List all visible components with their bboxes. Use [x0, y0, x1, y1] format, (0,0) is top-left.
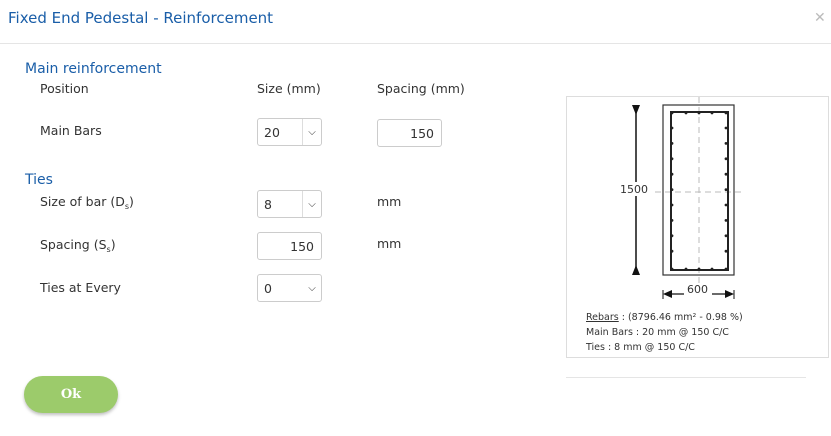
size-header: Size (mm)	[257, 81, 321, 96]
rebar-dot	[724, 126, 728, 130]
rebar-dot	[724, 203, 728, 207]
rebars-summary: Rebars : (8796.46 mm² - 0.98 %)	[586, 312, 743, 323]
rebar-dot	[670, 234, 674, 238]
rebar-dot	[697, 111, 701, 115]
rebar-dot	[670, 249, 674, 253]
ties-summary: Ties : 8 mm @ 150 C/C	[586, 342, 695, 353]
tie-spacing-unit: mm	[377, 236, 402, 251]
rebar-dot	[724, 219, 728, 222]
tie-size-value: 8	[264, 196, 272, 212]
main-bar-size-value: 20	[264, 124, 280, 140]
rebar-dot	[670, 126, 674, 130]
rebar-dot	[670, 142, 674, 145]
arrow-right-icon	[725, 290, 734, 298]
dialog-title: Fixed End Pedestal - Reinforcement	[8, 9, 274, 27]
main-bar-size-select[interactable]: 20 ⌵	[257, 118, 322, 146]
arrow-down-icon	[632, 265, 640, 275]
diagram-divider	[566, 377, 806, 378]
rebar-dot	[670, 188, 674, 191]
rebar-dot	[670, 267, 674, 271]
ties-every-select[interactable]: 0 ⌵	[257, 274, 322, 302]
main-bars-summary: Main Bars : 20 mm @ 150 C/C	[586, 327, 729, 338]
chevron-down-icon[interactable]: ⌵	[308, 282, 316, 294]
chevron-down-icon[interactable]: ⌵	[302, 119, 321, 145]
tie-spacing-label: Spacing (Ss)	[40, 237, 116, 254]
rebar-dot	[724, 111, 728, 115]
rebar-dot	[724, 157, 728, 161]
main-reinforcement-heading: Main reinforcement	[25, 61, 162, 77]
main-bars-label: Main Bars	[40, 123, 102, 138]
rebar-dot	[710, 267, 714, 271]
pedestal-section-svg	[619, 97, 743, 299]
height-label: 1500	[620, 183, 648, 196]
rebar-dot	[724, 249, 728, 253]
rebar-dot	[697, 267, 701, 271]
rebar-dot	[670, 111, 674, 115]
rebar-dot	[684, 267, 688, 271]
rebar-dot	[710, 111, 714, 115]
rebar-dot	[670, 172, 674, 176]
close-icon[interactable]: ✕	[814, 10, 826, 26]
section-diagram: 1500 600 Rebars : (8796.46 mm² - 0.98 %)…	[566, 96, 829, 358]
tie-spacing-input[interactable]: 150	[257, 232, 322, 260]
spacing-header: Spacing (mm)	[377, 81, 465, 96]
rebar-dot	[724, 172, 728, 176]
main-bar-spacing-input[interactable]: 150	[377, 119, 442, 147]
tie-size-unit: mm	[377, 194, 402, 209]
tie-size-select[interactable]: 8 ⌵	[257, 190, 322, 218]
rebar-dot	[724, 142, 728, 145]
position-header: Position	[40, 81, 89, 96]
rebar-dot	[670, 157, 674, 161]
rebar-dot	[724, 267, 728, 271]
rebar-dot	[724, 188, 728, 191]
rebar-dot	[670, 203, 674, 207]
rebar-dot	[684, 111, 688, 115]
ties-heading: Ties	[25, 172, 53, 188]
rebar-dot	[670, 219, 674, 222]
ok-button[interactable]: Ok	[24, 376, 118, 413]
arrow-left-icon	[663, 290, 672, 298]
tie-size-label: Size of bar (Ds)	[40, 194, 134, 211]
rebar-dot	[724, 234, 728, 238]
concrete-outline	[662, 104, 735, 276]
header-divider	[0, 43, 831, 44]
arrow-up-icon	[632, 105, 640, 115]
width-label: 600	[687, 283, 708, 296]
ties-every-label: Ties at Every	[40, 280, 121, 295]
ties-every-value: 0	[264, 280, 272, 296]
chevron-down-icon[interactable]: ⌵	[302, 191, 321, 217]
